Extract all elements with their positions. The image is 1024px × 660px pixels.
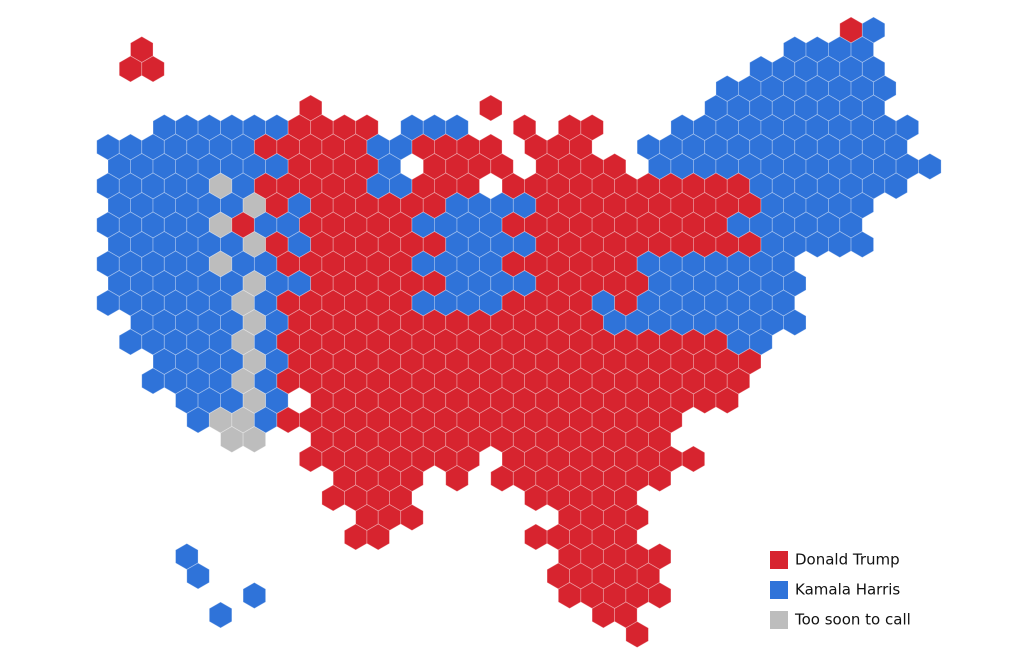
legend: Donald Trump Kamala Harris Too soon to cal… (770, 551, 911, 629)
legend-label: Donald Trump (795, 551, 900, 569)
hex (445, 465, 469, 492)
hex (242, 582, 267, 609)
hex (648, 582, 672, 609)
hex (208, 601, 233, 629)
hex (242, 426, 267, 453)
hex (850, 231, 874, 258)
hex (479, 94, 503, 122)
hex (400, 504, 424, 531)
hex (186, 562, 210, 590)
hex (524, 523, 548, 551)
legend-swatch (770, 581, 788, 599)
hex (884, 172, 908, 200)
hex (783, 309, 807, 336)
hex (681, 445, 706, 473)
legend-label: Kamala Harris (795, 581, 900, 599)
hex (918, 153, 942, 180)
hex (648, 465, 672, 492)
legend-swatch (770, 611, 788, 629)
legend-label: Too soon to call (794, 611, 911, 629)
hex (141, 55, 165, 83)
hex (366, 523, 390, 551)
legend-swatch (770, 551, 788, 569)
hex-layer (96, 16, 942, 648)
hex (625, 621, 649, 648)
hex (715, 387, 739, 414)
